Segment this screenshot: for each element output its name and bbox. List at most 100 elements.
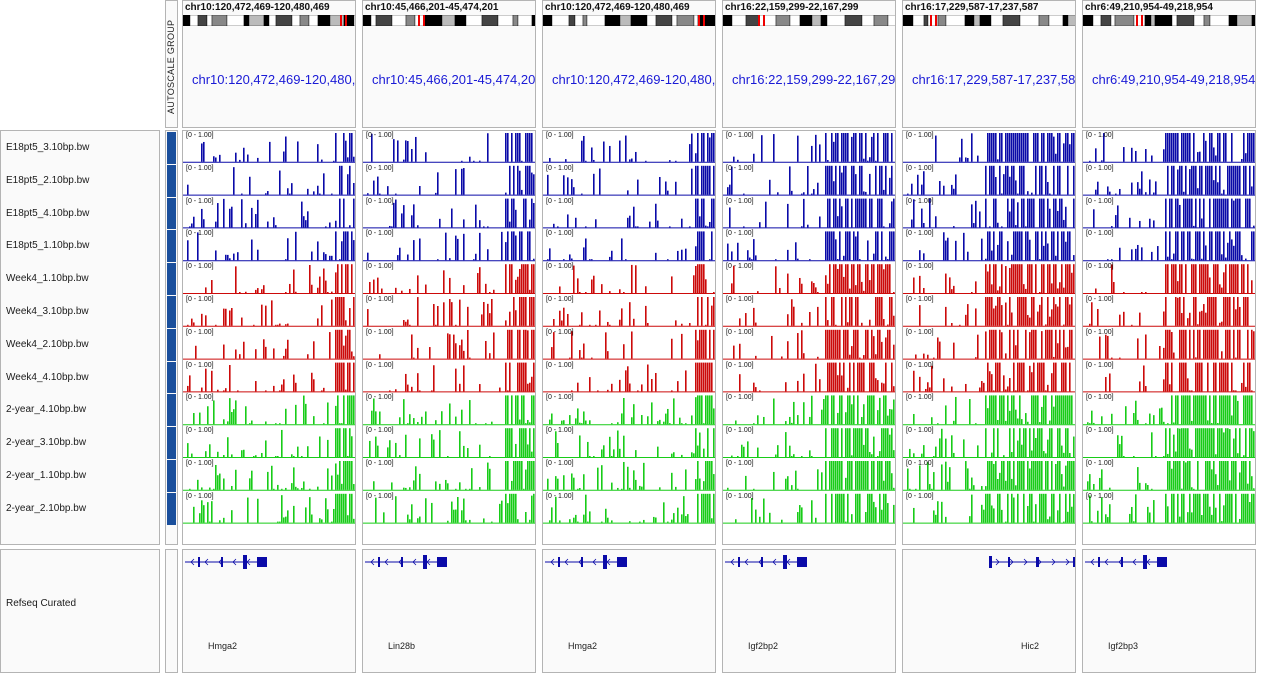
signal-bar [425, 152, 427, 162]
chromosome-ideogram[interactable] [363, 15, 536, 26]
attribute-cell[interactable] [167, 296, 176, 328]
attribute-cell[interactable] [167, 460, 176, 492]
panel-header[interactable]: chr16:17,229,587-17,237,587 chr16:17,229,… [902, 0, 1076, 128]
panel-header[interactable]: chr16:22,159,299-22,167,299 chr16:22,159,… [722, 0, 896, 128]
panel-header[interactable]: chr6:49,210,954-49,218,954 chr6:49,210,95… [1082, 0, 1256, 128]
track-name[interactable]: E18pt5_4.10bp.bw [6, 207, 90, 219]
gene-panel[interactable]: Hmga2 [182, 549, 356, 673]
signal-bar [631, 158, 633, 162]
attribute-cell[interactable] [167, 197, 176, 230]
signal-bar [323, 173, 325, 195]
attribute-cell[interactable] [167, 492, 176, 525]
signal-bar [1007, 133, 1009, 162]
chromosome-ideogram[interactable] [903, 15, 1076, 26]
signal-bar [1091, 410, 1093, 425]
track-name[interactable]: Week4_1.10bp.bw [6, 273, 89, 285]
signal-bar [829, 264, 831, 293]
track-name[interactable]: E18pt5_2.10bp.bw [6, 174, 90, 186]
track-name[interactable]: 2-year_4.10bp.bw [6, 404, 87, 416]
gene-label[interactable]: Hmga2 [568, 641, 598, 651]
attribute-cell[interactable] [167, 361, 176, 394]
signal-bar [859, 362, 861, 392]
signal-bar [355, 428, 356, 457]
data-panel[interactable]: [0 - 1.00] [0 - 1.00] [0 - 1.00] [0 - 1.00]… [542, 130, 716, 545]
data-panel[interactable]: [0 - 1.00] [0 - 1.00] [0 - 1.00] [0 - 1.00]… [362, 130, 536, 545]
signal-bar [713, 198, 715, 228]
signal-bar [1199, 198, 1201, 228]
panel-header[interactable]: chr10:120,472,469-120,480,469 chr10:120,4… [182, 0, 356, 128]
signal-bar [847, 322, 849, 326]
signal-bar [887, 329, 889, 359]
signal-bar [985, 493, 987, 523]
track-name[interactable]: E18pt5_3.10bp.bw [6, 142, 90, 153]
signal-bar [1233, 329, 1235, 359]
chromosome-ideogram[interactable] [183, 15, 356, 26]
attribute-cell[interactable] [167, 132, 176, 164]
signal-bar [235, 152, 237, 162]
chromosome-ideogram[interactable] [1083, 15, 1256, 26]
panel-header[interactable]: chr10:45,466,201-45,474,201 chr10:45,466,… [362, 0, 536, 128]
chromosome-ideogram[interactable] [543, 15, 716, 26]
chromosome-ideogram[interactable] [723, 15, 896, 26]
attribute-cell[interactable] [167, 263, 176, 295]
track-name[interactable]: Week4_3.10bp.bw [6, 306, 89, 317]
signal-bar [811, 456, 813, 457]
signal-bar [1225, 133, 1227, 162]
signal-bar [681, 218, 683, 228]
signal-bar [939, 181, 941, 195]
track-name[interactable]: Week4_4.10bp.bw [6, 371, 89, 383]
gene-panel[interactable]: Lin28b [362, 549, 536, 673]
track-name[interactable]: 2-year_3.10bp.bw [6, 437, 87, 449]
signal-bar [227, 437, 229, 457]
track-name[interactable]: 2-year_1.10bp.bw [6, 470, 87, 481]
signal-bar [1043, 133, 1045, 162]
signal-bar [335, 133, 337, 162]
signal-bar [1149, 413, 1151, 425]
gene-panel[interactable]: Hmga2 [542, 549, 716, 673]
attribute-header[interactable]: AUTOSCALE GROUP [165, 0, 178, 128]
data-panel[interactable]: [0 - 1.00] [0 - 1.00] [0 - 1.00] [0 - 1.00]… [902, 130, 1076, 545]
signal-bar [955, 396, 957, 425]
signal-bar [887, 259, 889, 261]
signal-bar [415, 466, 417, 490]
signal-bar [1145, 292, 1147, 293]
gene-panel[interactable]: Igf2bp3 [1082, 549, 1256, 673]
gene-label[interactable]: Hic2 [1021, 641, 1040, 651]
gene-label[interactable]: Igf2bp3 [1108, 641, 1139, 651]
gene-label[interactable]: Hmga2 [208, 641, 238, 651]
signal-bar [769, 512, 771, 523]
gene-panel[interactable]: Igf2bp2 [722, 549, 896, 673]
signal-bar [1227, 198, 1229, 228]
gene-label[interactable]: Lin28b [388, 641, 416, 651]
track-name[interactable]: E18pt5_1.10bp.bw [6, 240, 90, 252]
data-panel[interactable]: [0 - 1.00] [0 - 1.00] [0 - 1.00] [0 - 1.00]… [182, 130, 356, 545]
track-name[interactable]: Week4_2.10bp.bw [6, 338, 89, 350]
attribute-cell[interactable] [167, 230, 176, 263]
signal-bar [593, 275, 595, 293]
attribute-cell[interactable] [167, 328, 176, 361]
signal-bar [451, 208, 453, 228]
signal-bar [667, 259, 669, 261]
attribute-cell[interactable] [167, 394, 176, 427]
signal-bar [959, 157, 961, 162]
attribute-cell[interactable] [167, 427, 176, 459]
gene-label[interactable]: Igf2bp2 [748, 641, 779, 651]
signal-bar [755, 387, 757, 392]
signal-bar [1097, 308, 1099, 326]
data-panel[interactable]: [0 - 1.00] [0 - 1.00] [0 - 1.00] [0 - 1.00]… [1082, 130, 1256, 545]
attribute-cell[interactable] [167, 164, 176, 197]
track-name[interactable]: 2-year_2.10bp.bw [6, 502, 87, 514]
gene-track-name[interactable]: Refseq Curated [6, 598, 77, 609]
signal-bar [1147, 506, 1149, 523]
signal-bar [1071, 297, 1073, 326]
data-range-label: [0 - 1.00] [186, 394, 214, 402]
signal-bar [1163, 311, 1165, 326]
signal-bar [809, 312, 811, 326]
signal-bar [1235, 198, 1237, 228]
signal-bar [1241, 493, 1243, 523]
signal-bar [567, 177, 569, 195]
panel-header[interactable]: chr10:120,472,469-120,480,469 chr10:120,4… [542, 0, 716, 128]
data-panel[interactable]: [0 - 1.00] [0 - 1.00] [0 - 1.00] [0 - 1.00]… [722, 130, 896, 545]
signal-bar [455, 416, 457, 425]
gene-panel[interactable]: Hic2 [902, 549, 1076, 673]
